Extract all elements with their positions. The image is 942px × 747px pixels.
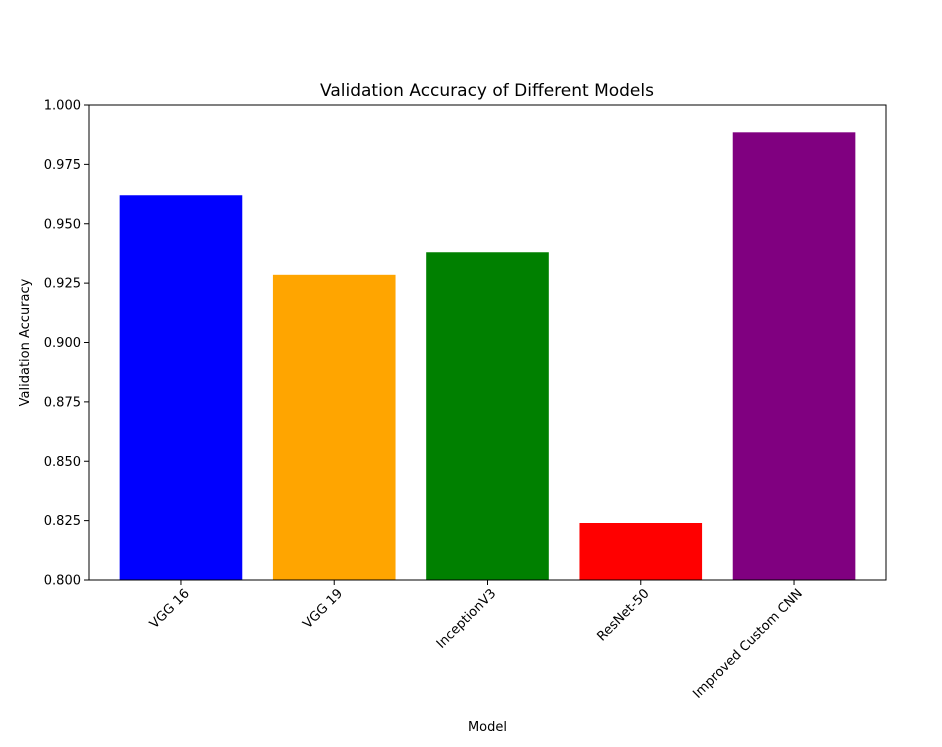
x-axis-label: Model <box>468 720 507 735</box>
bar-vgg-19 <box>272 274 396 580</box>
y-axis-label: Validation Accuracy <box>18 278 33 406</box>
bar-inceptionv3 <box>426 252 549 580</box>
x-tick-label: VGG 16 <box>147 586 193 632</box>
plot-area <box>119 132 856 580</box>
chart-title: Validation Accuracy of Different Models <box>320 81 654 101</box>
y-tick-label: 0.850 <box>44 455 81 470</box>
bar-resnet-50 <box>579 523 703 580</box>
x-tick-label: ResNet-50 <box>594 586 652 644</box>
bar-improved-custom-cnn <box>732 132 856 580</box>
y-tick-label: 0.800 <box>44 574 81 589</box>
y-axis: 0.800 0.825 0.850 0.875 0.900 0.925 0.950 0.975… <box>44 99 89 589</box>
y-tick-label: 0.825 <box>44 514 81 529</box>
y-tick-label: 0.900 <box>44 336 81 351</box>
y-tick-label: 0.950 <box>44 217 81 232</box>
y-tick-label: 0.975 <box>44 158 81 173</box>
x-tick-label: Improved Custom CNN <box>690 586 805 701</box>
y-tick-label: 1.000 <box>44 99 81 114</box>
bar-vgg-16 <box>119 195 243 580</box>
x-axis: VGG 16 VGG 19 InceptionV3 ResNet-50 Improved… <box>147 580 806 702</box>
y-tick-label: 0.875 <box>44 395 81 410</box>
x-tick-label: VGG 19 <box>300 586 346 632</box>
x-tick-label: InceptionV3 <box>434 586 499 651</box>
plot-frame <box>88 104 887 581</box>
y-tick-label: 0.925 <box>44 277 81 292</box>
